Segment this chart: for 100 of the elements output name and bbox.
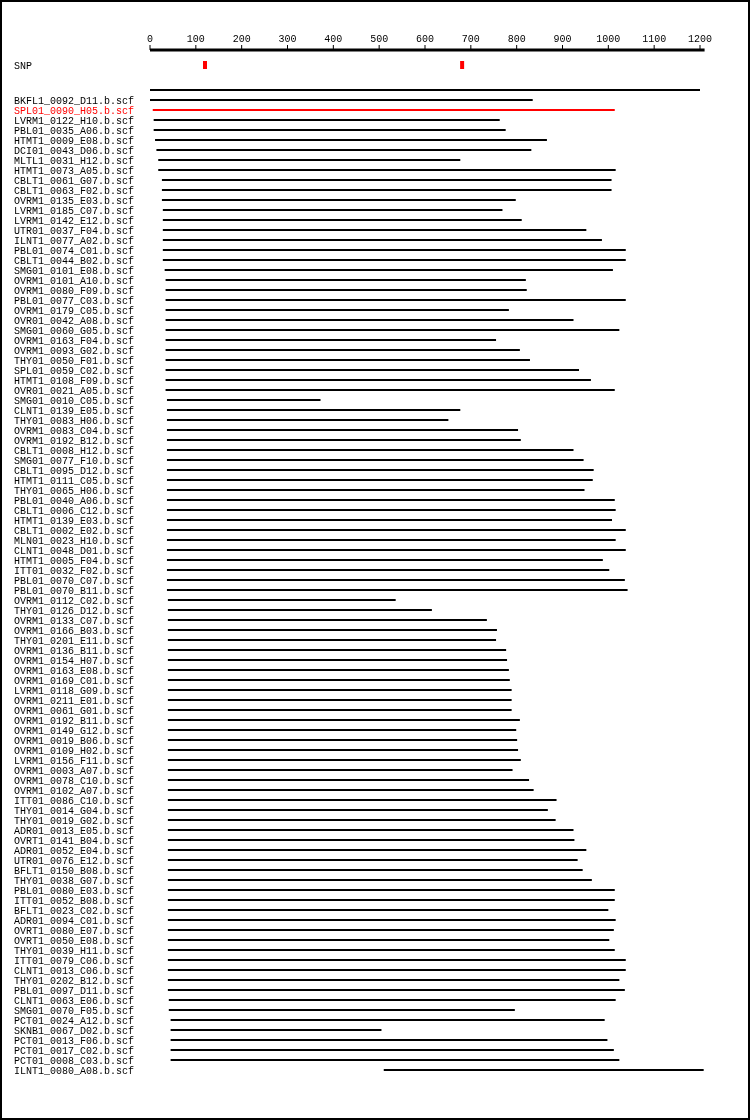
bar: [164, 269, 613, 271]
bar: [166, 479, 593, 481]
bar: [167, 979, 620, 981]
bar: [167, 739, 518, 741]
bar: [166, 399, 321, 401]
x-tick-label: 1000: [596, 34, 621, 45]
y-tick-label: CBLT1_0063_F02.b.scf: [14, 186, 135, 197]
bar: [167, 719, 520, 721]
x-tick-label: 600: [415, 34, 435, 45]
bar: [167, 689, 512, 691]
bar: [167, 839, 575, 841]
y-tick-label: THY01_0019_G02.b.scf: [14, 816, 135, 827]
bar: [167, 939, 610, 941]
bar: [162, 249, 626, 251]
bar: [167, 659, 508, 661]
y-tick-label: ADR01_0094_C01.b.scf: [14, 916, 135, 927]
bar: [165, 309, 509, 311]
y-tick-label: OVRM1_0166_B03.b.scf: [14, 626, 135, 637]
y-tick-label: LVRM1_0142_E12.b.scf: [14, 216, 135, 227]
bar: [170, 1019, 605, 1021]
x-tick-label: 100: [186, 34, 205, 45]
y-tick-label: SMG01_0101_E08.b.scf: [14, 266, 135, 277]
bar: [167, 769, 513, 771]
bar: [167, 709, 512, 711]
y-tick-label: ITT01_0079_C06.b.scf: [14, 956, 135, 967]
y-tick-label: THY01_0202_B12.b.scf: [14, 976, 135, 987]
bar: [167, 949, 615, 951]
bar: [167, 809, 548, 811]
y-tick-label: PBL01_0074_C01.b.scf: [14, 246, 135, 257]
x-tick-label: 0: [146, 34, 154, 45]
bar: [167, 779, 530, 781]
y-tick-label: SMG01_0010_C05.b.scf: [14, 396, 135, 407]
y-tick-label: OVRM1_0163_E08.b.scf: [14, 666, 135, 677]
bar: [170, 1049, 614, 1051]
y-tick-label: HTMT1_0111_C05.b.scf: [14, 476, 135, 487]
y-tick-label: CBLT1_0095_D12.b.scf: [14, 466, 135, 477]
bar: [161, 179, 612, 181]
y-tick-label: HTMT1_0139_E03.b.scf: [14, 516, 135, 527]
y-tick-label: OVRM1_0078_C10.b.scf: [14, 776, 135, 787]
y-tick-label: PBL01_0070_B11.b.scf: [14, 586, 135, 597]
y-tick-label: OVR01_0021_A05.b.scf: [14, 386, 135, 397]
bar: [167, 679, 510, 681]
y-tick-label: OVRM1_0136_B11.b.scf: [14, 646, 135, 657]
y-tick-label: SMG01_0070_F05.b.scf: [14, 1006, 135, 1017]
y-tick-label: PCT01_0013_F06.b.scf: [14, 1036, 135, 1047]
y-tick-label: THY01_0039_H11.b.scf: [14, 946, 135, 957]
y-tick-label: MLTL1_0031_H12.b.scf: [14, 156, 135, 167]
bar: [165, 319, 574, 321]
bar: [167, 899, 615, 901]
bar: [166, 559, 603, 561]
bar: [158, 159, 461, 161]
y-tick-label: PBL01_0070_C07.b.scf: [14, 576, 135, 587]
bar: [167, 889, 615, 891]
bar: [161, 189, 612, 191]
y-tick-label: UTR01_0076_E12.b.scf: [14, 856, 135, 867]
bar: [156, 149, 532, 151]
y-tick-label: HTMT1_0009_E08.b.scf: [14, 136, 135, 147]
x-tick-label: 800: [507, 34, 526, 45]
y-tick-label: ILNT1_0077_A02.b.scf: [14, 236, 135, 247]
y-tick-label: CLNT1_0139_E05.b.scf: [14, 406, 135, 417]
y-tick-label: LVRM1_0118_G09.b.scf: [14, 686, 135, 697]
bar: [167, 869, 583, 871]
y-tick-label: SPL01_0090_H05.b.scf: [14, 106, 135, 117]
bar: [165, 329, 620, 331]
bar: [165, 369, 579, 371]
x-tick-label: 500: [370, 34, 389, 45]
y-tick-label: HTMT1_0073_A05.b.scf: [14, 166, 135, 177]
y-tick-label: ITT01_0032_F02.b.scf: [14, 566, 135, 577]
y-tick-label: ITT01_0086_C10.b.scf: [14, 796, 135, 807]
y-tick-label: SNP: [14, 61, 33, 72]
y-tick-label: BFLT1_0023_C02.b.scf: [14, 906, 135, 917]
y-tick-label: PCT01_0008_C03.b.scf: [14, 1056, 135, 1067]
y-tick-label: OVRM1_0135_E03.b.scf: [14, 196, 135, 207]
y-tick-label: THY01_0083_H06.b.scf: [14, 416, 135, 427]
bar: [150, 99, 533, 101]
y-tick-label: SPL01_0059_C02.b.scf: [14, 366, 135, 377]
y-tick-label: THY01_0038_G07.b.scf: [14, 876, 135, 887]
y-tick-label: OVRM1_0169_C01.b.scf: [14, 676, 135, 687]
y-tick-label: MLN01_0023_H10.b.scf: [14, 536, 135, 547]
y-tick-label: OVRM1_0112_C02.b.scf: [14, 596, 135, 607]
bar: [167, 729, 517, 731]
bar: [383, 1069, 704, 1071]
bar: [166, 519, 612, 521]
bar: [165, 289, 527, 291]
y-tick-label: OVRM1_0019_B06.b.scf: [14, 736, 135, 747]
bar: [166, 509, 616, 511]
y-tick-label: DCI01_0043_D06.b.scf: [14, 146, 135, 157]
y-tick-label: OVRT1_0141_B04.b.scf: [14, 836, 135, 847]
y-tick-label: PBL01_0080_E03.b.scf: [14, 886, 135, 897]
bar: [167, 699, 512, 701]
y-tick-label: OVRM1_0192_B11.b.scf: [14, 716, 135, 727]
bar: [153, 119, 500, 121]
y-tick-label: CLNT1_0063_E06.b.scf: [14, 996, 135, 1007]
bar: [167, 929, 614, 931]
bar: [167, 829, 574, 831]
y-tick-label: OVRM1_0154_H07.b.scf: [14, 656, 135, 667]
y-tick-label: CBLT1_0002_E02.b.scf: [14, 526, 135, 537]
bar: [166, 589, 628, 591]
y-tick-label: LVRM1_0185_C07.b.scf: [14, 206, 135, 217]
bar: [166, 539, 616, 541]
